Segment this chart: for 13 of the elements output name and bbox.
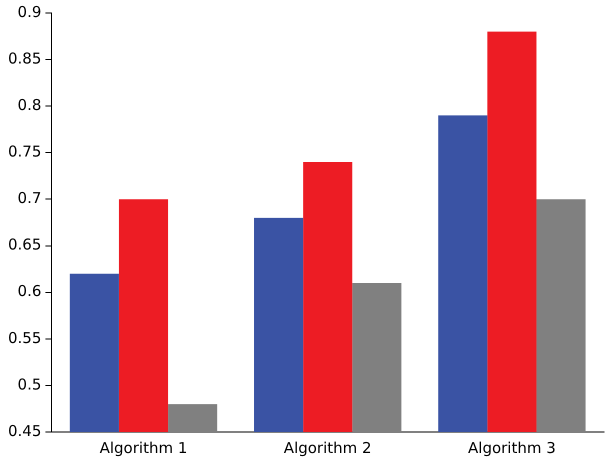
- y-tick-label: 0.45: [8, 422, 42, 440]
- y-tick-label: 0.65: [8, 236, 42, 254]
- y-tick-label: 0.6: [18, 282, 42, 300]
- y-tick-label: 0.85: [8, 49, 42, 68]
- y-tick-label: 0.8: [18, 96, 42, 114]
- x-tick-label: Algorithm 1: [100, 438, 188, 457]
- y-tick-label: 0.5: [18, 375, 42, 394]
- y-tick-label: 0.7: [18, 189, 42, 208]
- y-tick-label: 0.9: [18, 2, 42, 21]
- x-tick-label: Algorithm 2: [284, 438, 372, 457]
- y-tick-label: 0.75: [8, 142, 42, 161]
- x-tick-label: Algorithm 3: [468, 438, 556, 457]
- y-tick-label: 0.55: [8, 328, 42, 347]
